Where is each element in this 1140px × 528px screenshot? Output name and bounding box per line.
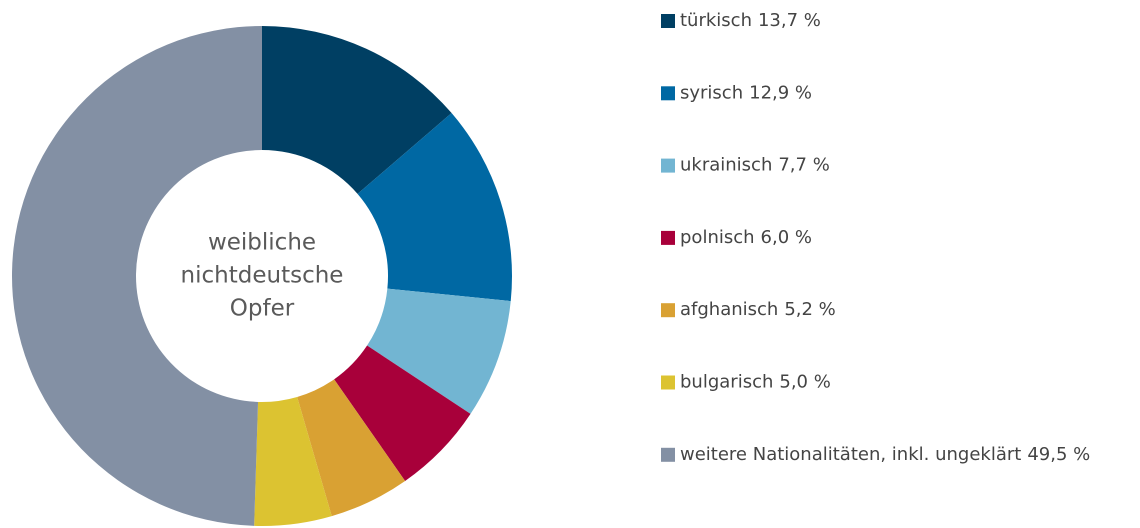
legend-name: ukrainisch xyxy=(680,155,772,176)
legend-value: 5,0 % xyxy=(779,372,830,393)
donut-slice xyxy=(254,396,332,527)
legend-label: ukrainisch 7,7 % xyxy=(680,155,830,176)
donut-slice xyxy=(11,26,262,526)
donut-slice xyxy=(297,379,406,517)
legend-label: syrisch 12,9 % xyxy=(680,82,812,103)
center-label: weibliche xyxy=(208,230,316,256)
legend-label: polnisch 6,0 % xyxy=(680,227,812,248)
legend-value: 12,9 % xyxy=(749,82,812,103)
legend-name: weitere Nationalitäten, inkl. ungeklärt xyxy=(680,444,1021,465)
center-label: Opfer xyxy=(230,296,295,322)
legend-swatch xyxy=(661,14,675,28)
legend-value: 13,7 % xyxy=(758,10,821,31)
legend-value: 49,5 % xyxy=(1027,444,1090,465)
legend-label: weitere Nationalitäten, inkl. ungeklärt 4… xyxy=(680,444,1090,465)
legend-label: bulgarisch 5,0 % xyxy=(680,372,831,393)
legend-swatch xyxy=(661,158,675,173)
legend-name: syrisch xyxy=(680,82,743,103)
legend-swatch xyxy=(661,86,675,101)
donut-slice xyxy=(357,113,512,302)
legend-swatch xyxy=(661,230,675,245)
donut-slice xyxy=(262,26,452,194)
legend-value: 6,0 % xyxy=(761,227,812,248)
legend-label: afghanisch 5,2 % xyxy=(680,299,836,320)
legend-name: türkisch xyxy=(680,10,752,31)
legend-name: bulgarisch xyxy=(680,372,773,393)
legend-swatch xyxy=(661,303,675,318)
legend-swatch xyxy=(661,447,675,462)
legend-value: 7,7 % xyxy=(778,155,829,176)
legend-swatch xyxy=(661,375,675,390)
legend-label: türkisch 13,7 % xyxy=(680,10,821,31)
legend-name: polnisch xyxy=(680,227,755,248)
legend-value: 5,2 % xyxy=(784,299,835,320)
donut-slice xyxy=(367,288,511,414)
donut-slice xyxy=(334,345,471,481)
center-label: nichtdeutsche xyxy=(181,263,344,289)
legend-name: afghanisch xyxy=(680,299,778,320)
